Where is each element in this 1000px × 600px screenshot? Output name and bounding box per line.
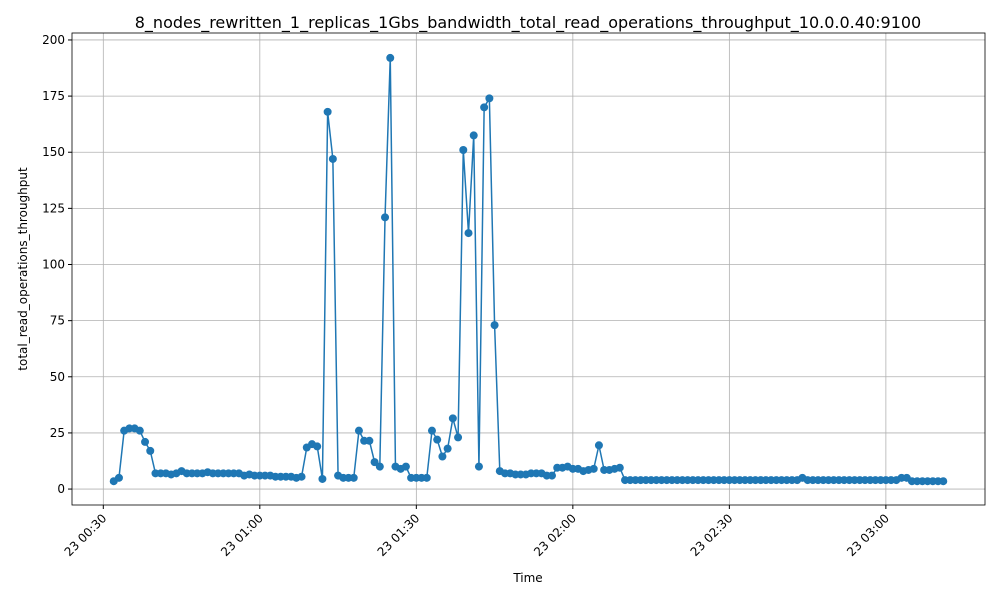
marker <box>448 414 457 423</box>
marker <box>141 437 150 446</box>
marker <box>365 436 374 445</box>
marker <box>422 473 431 482</box>
x-axis-label: Time <box>512 571 542 585</box>
plot-frame <box>71 32 986 506</box>
marker <box>485 94 494 103</box>
marker <box>459 145 468 154</box>
marker <box>464 229 473 238</box>
marker <box>490 321 499 330</box>
y-tick-label: 150 <box>42 145 65 159</box>
marker <box>313 442 322 451</box>
marker <box>114 473 123 482</box>
marker <box>401 462 410 471</box>
marker <box>323 107 332 116</box>
y-tick-label: 175 <box>42 89 65 103</box>
marker <box>454 433 463 442</box>
y-tick-label: 75 <box>50 314 65 328</box>
marker <box>370 458 379 467</box>
marker <box>354 426 363 435</box>
marker <box>615 463 624 472</box>
marker <box>328 154 337 163</box>
marker <box>135 426 144 435</box>
marker <box>433 435 442 444</box>
y-tick-label: 50 <box>50 370 65 384</box>
y-tick-label: 0 <box>57 482 65 496</box>
marker <box>547 471 556 480</box>
y-axis-label: total_read_operations_throughput <box>16 167 30 371</box>
marker <box>438 452 447 461</box>
marker <box>939 477 948 486</box>
marker <box>474 462 483 471</box>
marker <box>386 53 395 62</box>
y-tick-label: 125 <box>42 201 65 215</box>
marker <box>146 446 155 455</box>
marker <box>469 131 478 140</box>
y-tick-label: 100 <box>42 258 65 272</box>
y-tick-label: 25 <box>50 426 65 440</box>
chart-title: 8_nodes_rewritten_1_replicas_1Gbs_bandwi… <box>135 13 921 33</box>
marker <box>480 103 489 112</box>
marker <box>427 426 436 435</box>
marker <box>318 474 327 483</box>
marker <box>349 473 358 482</box>
marker <box>443 444 452 453</box>
marker <box>297 472 306 481</box>
marker <box>589 464 598 473</box>
marker <box>381 213 390 222</box>
marker <box>594 441 603 450</box>
marker <box>375 462 384 471</box>
y-tick-label: 200 <box>42 33 65 47</box>
